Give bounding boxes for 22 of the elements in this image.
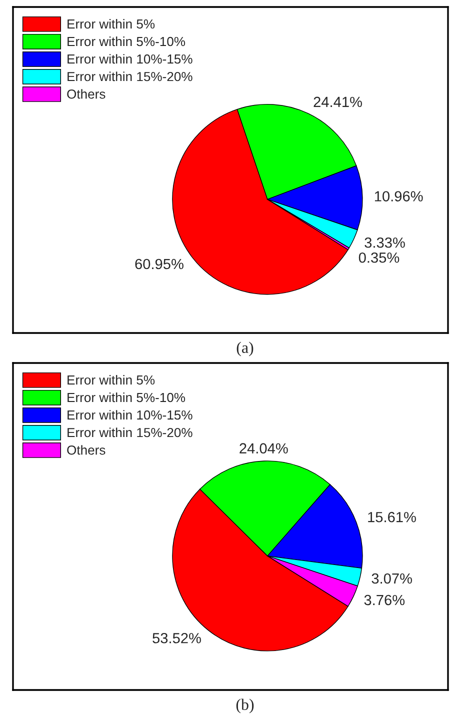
- data-label: 60.95%: [135, 258, 184, 270]
- data-label: 15.61%: [368, 512, 416, 522]
- legend-label: Error within 5%: [68, 375, 155, 385]
- legend-label: Error within 15%-20%: [68, 428, 192, 438]
- data-label: 3.07%: [372, 573, 412, 584]
- legend-label: Error within 15%-20%: [68, 72, 192, 82]
- data-label: 10.96%: [374, 191, 423, 202]
- legend-label: Error within 5%-10%: [68, 392, 186, 402]
- legend-label: Error within 10%-15%: [68, 54, 192, 64]
- legend-label: Error within 10%-15%: [68, 410, 192, 420]
- text: (b): [236, 698, 254, 714]
- legend-label: Others: [67, 445, 106, 455]
- legend-label: Others: [67, 89, 106, 99]
- data-label: 3.33%: [364, 237, 405, 248]
- text: (a): [236, 342, 254, 356]
- data-label: 3.76%: [364, 594, 405, 606]
- data-label: 24.41%: [314, 96, 362, 108]
- data-label: 24.04%: [240, 443, 288, 454]
- legend-label: Error within 5%: [68, 19, 155, 29]
- data-label: 53.52%: [152, 632, 201, 644]
- data-label: 0.35%: [358, 252, 400, 263]
- legend-label: Error within 5%-10%: [68, 36, 186, 46]
